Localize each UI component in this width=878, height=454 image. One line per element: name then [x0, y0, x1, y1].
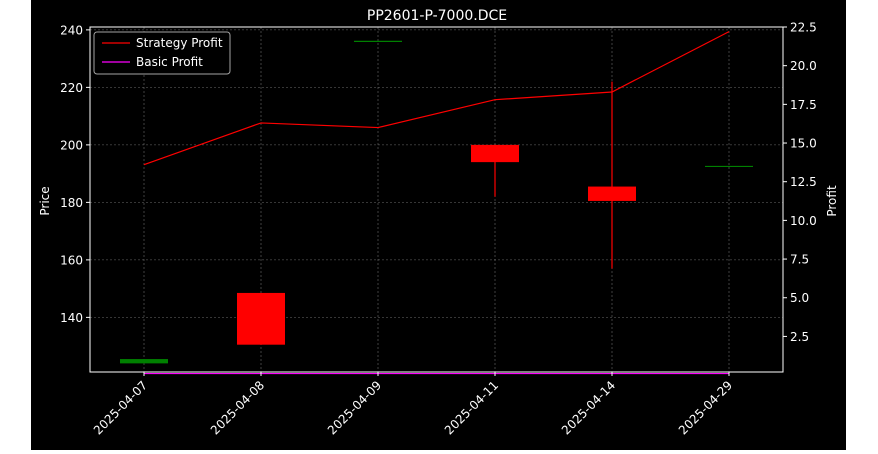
y-left-tick-label: 240	[60, 23, 83, 37]
y-right-tick-label: 20.0	[790, 59, 817, 73]
y-right-tick-label: 5.0	[790, 291, 809, 305]
y-right-tick-label: 22.5	[790, 21, 817, 35]
x-tick-label: 2025-04-08	[208, 378, 267, 437]
chart-svg: PP2601-P-7000.DCE 140 160 180 200 220 240 2025…	[38, 8, 839, 438]
legend: Strategy Profit Basic Profit	[93, 31, 231, 75]
candle-body	[237, 292, 285, 345]
y-right-tick-label: 12.5	[790, 175, 817, 189]
x-tick-label: 2025-04-29	[676, 378, 735, 437]
x-tick-label: 2025-04-07	[91, 378, 150, 437]
y-left-tick-label: 200	[60, 138, 83, 152]
candle-body	[120, 359, 168, 364]
candlesticks	[120, 40, 753, 364]
legend-label-basic: Basic Profit	[136, 55, 203, 69]
y-right-tick-label: 17.5	[790, 98, 817, 112]
y-right-tick-label: 2.5	[790, 330, 809, 344]
y-left-tick-label: 220	[60, 81, 83, 95]
chart-figure: PP2601-P-7000.DCE 140 160 180 200 220 240 2025…	[31, 0, 846, 450]
legend-label-strategy: Strategy Profit	[136, 36, 223, 50]
candle-body	[471, 144, 519, 163]
series-line	[143, 31, 730, 166]
y-right-tick-label: 15.0	[790, 137, 817, 151]
y-left-tick-label: 140	[60, 311, 83, 325]
x-tick-label: 2025-04-09	[325, 378, 384, 437]
axes: 140 160 180 200 220 240 2025-04-07 2025-04-08 20…	[60, 21, 817, 438]
y-axis-label-left: Price	[38, 186, 52, 215]
y-left-tick-label: 160	[60, 253, 83, 267]
y-right-tick-label: 10.0	[790, 214, 817, 228]
chart-title: PP2601-P-7000.DCE	[367, 8, 507, 24]
grid-lines	[90, 27, 783, 372]
profit-lines	[143, 31, 730, 375]
candle-body	[588, 186, 636, 201]
x-tick-label: 2025-04-14	[559, 378, 618, 437]
y-axis-label-right: Profit	[825, 185, 839, 217]
plot-frame	[89, 26, 784, 373]
x-tick-label: 2025-04-11	[442, 378, 501, 437]
y-right-tick-label: 7.5	[790, 253, 809, 267]
y-left-tick-label: 180	[60, 196, 83, 210]
